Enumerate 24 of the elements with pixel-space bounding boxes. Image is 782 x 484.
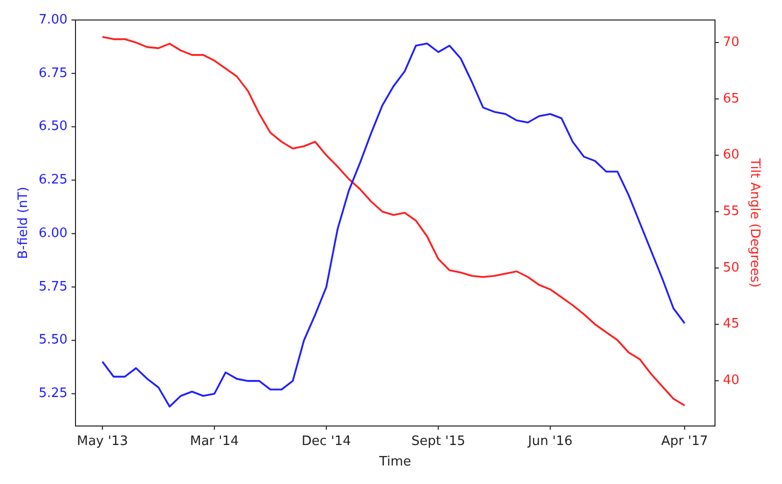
y2-tick-label: 55 [722, 204, 740, 220]
y-tick-label: 7.00 [38, 12, 68, 28]
y-tick-label: 6.25 [38, 172, 68, 188]
y2-tick-label: 60 [722, 148, 740, 163]
x-tick-label: Jun '16 [526, 434, 573, 449]
y2-axis-title: Tilt Angle (Degrees) [746, 157, 762, 288]
y2-tick-label: 40 [722, 373, 740, 388]
y-tick-label: 6.75 [38, 66, 68, 81]
y-tick-label: 5.50 [38, 332, 68, 348]
x-tick-label: Dec '14 [302, 434, 352, 449]
y2-tick-label: 65 [722, 91, 740, 106]
y2-tick-label: 50 [722, 260, 740, 276]
y-axis-title: B-field (nT) [16, 186, 32, 259]
y-tick-label: 5.25 [38, 386, 68, 402]
x-tick-label: Apr '17 [661, 434, 708, 449]
x-tick-label: Sept '15 [411, 434, 466, 449]
x-tick-label: Mar '14 [190, 434, 239, 449]
y2-tick-label: 45 [722, 316, 740, 332]
y2-tick-label: 70 [722, 34, 740, 50]
x-axis-title: Time [378, 454, 412, 470]
x-tick-label: May '13 [76, 434, 128, 449]
y-tick-label: 5.75 [38, 279, 68, 294]
y-tick-label: 6.50 [38, 119, 68, 134]
y-tick-label: 6.00 [38, 226, 68, 241]
